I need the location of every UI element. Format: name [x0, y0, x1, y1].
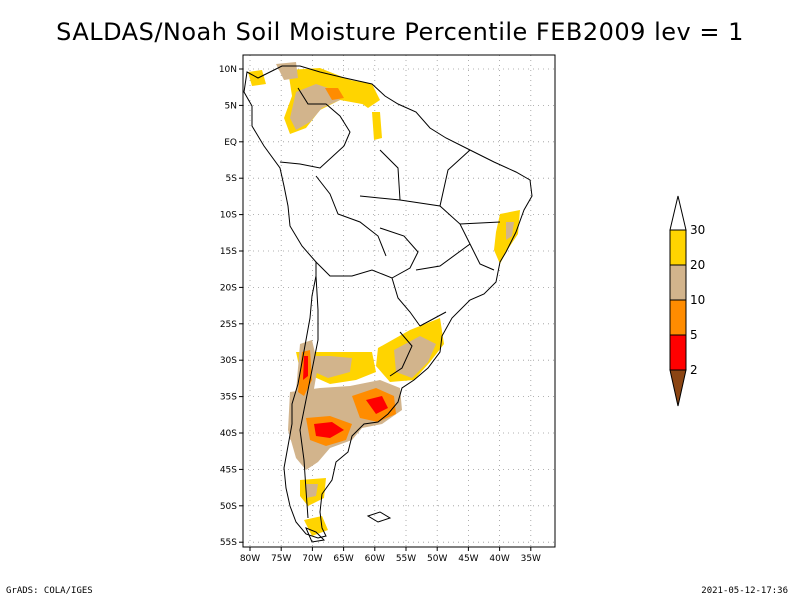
lat-label: 50S — [220, 502, 237, 512]
shade-patagonia-red — [314, 422, 344, 438]
longitude-labels: 80W 75W 70W 65W 60W 55W 50W 45W 40W 35W — [240, 554, 541, 564]
map-title: SALDAS/Noah Soil Moisture Percentile FEB… — [56, 18, 744, 46]
lon-label: 40W — [489, 554, 509, 564]
axis-ticks — [239, 68, 532, 551]
lat-label: 15S — [220, 247, 237, 257]
coastline-south-america — [243, 65, 533, 539]
falklands-outline — [366, 511, 392, 523]
border-argentina-uruguay — [389, 331, 413, 377]
lon-label: 65W — [333, 554, 353, 564]
colorbar-box-20-30 — [669, 229, 687, 266]
colorbar-level-label: 5 — [690, 328, 698, 342]
lat-label: EQ — [224, 138, 237, 148]
percentile-shading — [248, 62, 520, 536]
shade-pampas-red — [366, 396, 388, 414]
shade-caribbean-tan — [276, 62, 298, 80]
lon-label: 55W — [396, 554, 416, 564]
shade-tierra-yellow — [304, 516, 328, 536]
latitude-labels: 10N 5N EQ 5S 10S 15S 20S 25S 30S 35S 40S 45S 50S 55S — [219, 65, 237, 548]
footer-grads-credit: GrADS: COLA/IGES — [6, 586, 93, 596]
lon-label: 60W — [365, 554, 385, 564]
colorbar-level-label: 30 — [690, 223, 705, 237]
shade-colombia-orange — [325, 88, 344, 100]
border-colombia-peru — [279, 145, 345, 169]
shade-venezuela-yellow — [350, 80, 380, 108]
shade-uruguay-tan — [394, 336, 436, 378]
colorbar-level-label: 10 — [690, 293, 705, 307]
shade-south-patagonia-tan — [306, 484, 318, 498]
lat-label: 55S — [220, 538, 237, 548]
border-peru-brazil — [315, 175, 387, 257]
lon-label: 45W — [458, 554, 478, 564]
tierra-del-fuego-outline — [305, 527, 326, 543]
coastlines-borders — [243, 65, 533, 543]
lat-label: 40S — [220, 429, 237, 439]
lat-label: 25S — [220, 320, 237, 330]
shade-argentina-tan-north — [306, 356, 352, 378]
colorbar-top-triangle — [669, 195, 687, 231]
colorbar-level-label: 20 — [690, 258, 705, 272]
colorbar-level-label: 2 — [690, 363, 698, 377]
lat-label: 5S — [226, 174, 238, 184]
border-brazil-paraguay — [391, 277, 421, 327]
colorbar: 30 20 10 5 2 — [669, 195, 705, 407]
shade-brazil-coast-tan — [506, 222, 514, 240]
colorbar-box-10-20 — [669, 264, 687, 301]
lon-label: 80W — [240, 554, 260, 564]
border-argentina-chile — [299, 275, 319, 519]
lat-label: 10S — [220, 211, 237, 221]
lat-label: 45S — [220, 465, 237, 475]
map-frame — [242, 54, 556, 548]
lon-label: 35W — [521, 554, 541, 564]
colorbar-box-5-10 — [669, 299, 687, 336]
footer-timestamp: 2021-05-12-17:36 — [701, 586, 788, 596]
lon-label: 75W — [271, 554, 291, 564]
lat-label: 5N — [225, 101, 237, 111]
shade-andes-red — [303, 356, 308, 380]
lat-label: 30S — [220, 356, 237, 366]
lat-label: 35S — [220, 393, 237, 403]
border-bolivia — [315, 227, 419, 279]
lon-label: 70W — [302, 554, 322, 564]
lat-label: 20S — [220, 283, 237, 293]
shade-guyana-yellow — [372, 112, 382, 140]
colorbar-bottom-triangle — [669, 369, 687, 407]
lat-label: 10N — [219, 65, 237, 75]
border-brazil-states — [359, 149, 501, 327]
border-colombia-venezuela — [297, 87, 351, 147]
colorbar-box-2-5 — [669, 334, 687, 371]
lon-label: 50W — [427, 554, 447, 564]
